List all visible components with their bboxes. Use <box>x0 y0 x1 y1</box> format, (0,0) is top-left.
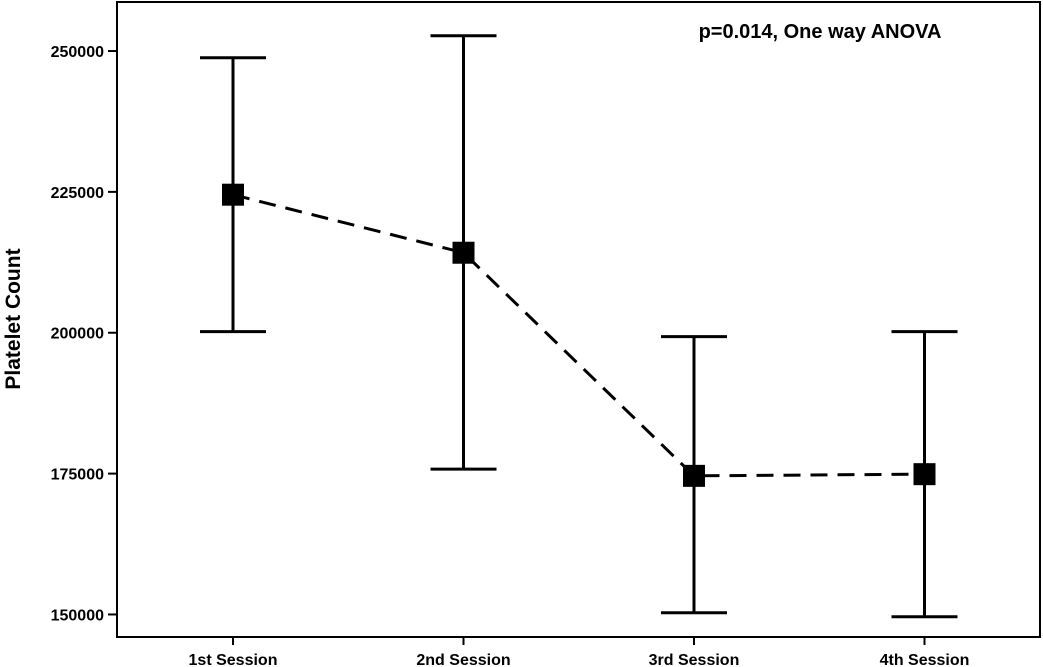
y-tick-label: 200000 <box>51 326 104 343</box>
series-group <box>200 34 958 619</box>
y-tick-label: 225000 <box>51 185 104 202</box>
mean-marker <box>913 463 936 486</box>
mean-marker <box>683 464 705 487</box>
y-tick-label: 250000 <box>51 44 104 61</box>
plot-frame <box>116 1 1041 638</box>
x-tick-label: 3rd Session <box>649 652 740 667</box>
mean-line <box>232 193 925 478</box>
y-axis: 150000 175000 200000 225000 250000 <box>51 44 117 624</box>
y-tick-label: 175000 <box>51 467 104 484</box>
mean-marker <box>222 183 244 206</box>
mean-marker <box>452 241 475 264</box>
x-tick-label: 1st Session <box>189 652 278 667</box>
anova-annotation: p=0.014, One way ANOVA <box>699 21 942 43</box>
x-tick-label: 2nd Session <box>416 652 510 667</box>
y-tick-label: 150000 <box>51 607 104 624</box>
x-axis: 1st Session 2nd Session 3rd Session 4th Ses… <box>189 637 970 667</box>
x-tick-label: 4th Session <box>880 652 970 667</box>
y-axis-title: Platelet Count <box>2 248 25 389</box>
